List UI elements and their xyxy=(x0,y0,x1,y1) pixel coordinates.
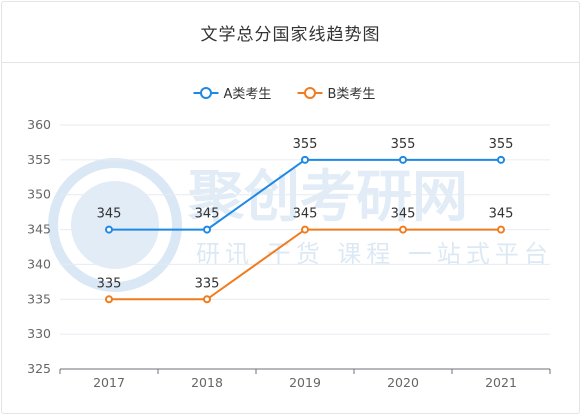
y-tick-label: 350 xyxy=(27,187,51,202)
data-label: 345 xyxy=(97,207,122,222)
y-tick-label: 355 xyxy=(27,152,51,167)
watermark-brand: 聚创考研网 xyxy=(187,165,468,230)
legend-item-b[interactable]: B类考生 xyxy=(297,87,376,102)
series-b: 335 335 345 345 345 xyxy=(97,207,514,304)
data-point[interactable] xyxy=(301,225,309,234)
x-tick-label: 2020 xyxy=(387,375,419,390)
data-label: 345 xyxy=(391,207,416,222)
x-axis: 2017 2018 2019 2020 2021 xyxy=(59,368,551,390)
chart-header: 文学总分国家线趋势图 xyxy=(2,2,579,63)
data-point[interactable] xyxy=(497,225,505,234)
data-label: 335 xyxy=(195,276,220,291)
x-tick-label: 2021 xyxy=(485,375,517,390)
legend[interactable]: A类考生 B类考生 xyxy=(193,87,376,102)
x-tick-label: 2017 xyxy=(93,375,125,390)
legend-item-a[interactable]: A类考生 xyxy=(193,87,272,102)
data-label: 345 xyxy=(195,207,220,222)
data-label: 355 xyxy=(293,137,318,152)
data-point[interactable] xyxy=(105,225,113,234)
data-point[interactable] xyxy=(203,225,211,234)
data-label: 345 xyxy=(293,207,318,222)
data-point[interactable] xyxy=(497,155,505,164)
watermark-seal xyxy=(48,158,182,292)
legend-label: B类考生 xyxy=(328,87,376,102)
y-tick-label: 325 xyxy=(27,361,51,376)
data-point[interactable] xyxy=(301,155,309,164)
y-tick-label: 335 xyxy=(27,291,51,306)
data-point[interactable] xyxy=(399,155,407,164)
x-tick-label: 2019 xyxy=(289,375,321,390)
watermark-slogan: 研讯 干货 课程 一站式平台 xyxy=(196,240,553,268)
legend-marker-icon xyxy=(200,87,212,99)
chart-title: 文学总分国家线趋势图 xyxy=(200,24,381,45)
data-point[interactable] xyxy=(203,295,211,304)
data-point[interactable] xyxy=(105,295,113,304)
series-a: 345 345 355 355 355 xyxy=(97,137,514,234)
data-label: 355 xyxy=(489,137,514,152)
data-label: 345 xyxy=(489,207,514,222)
x-tick-label: 2018 xyxy=(191,375,223,390)
y-tick-label: 340 xyxy=(27,256,51,271)
legend-marker-icon xyxy=(304,87,316,99)
y-tick-label: 360 xyxy=(27,117,51,132)
y-tick-label: 330 xyxy=(27,326,51,341)
data-label: 355 xyxy=(391,137,416,152)
data-point[interactable] xyxy=(399,225,407,234)
watermark: 聚创考研网 研讯 干货 课程 一站式平台 xyxy=(48,158,553,292)
y-tick-label: 345 xyxy=(27,222,51,237)
data-label: 335 xyxy=(97,276,122,291)
series-layer: 345 345 355 355 355 335 335 345 345 345 xyxy=(97,137,514,304)
y-axis: 325 330 335 340 345 350 355 360 xyxy=(27,117,51,376)
legend-label: A类考生 xyxy=(224,87,272,102)
